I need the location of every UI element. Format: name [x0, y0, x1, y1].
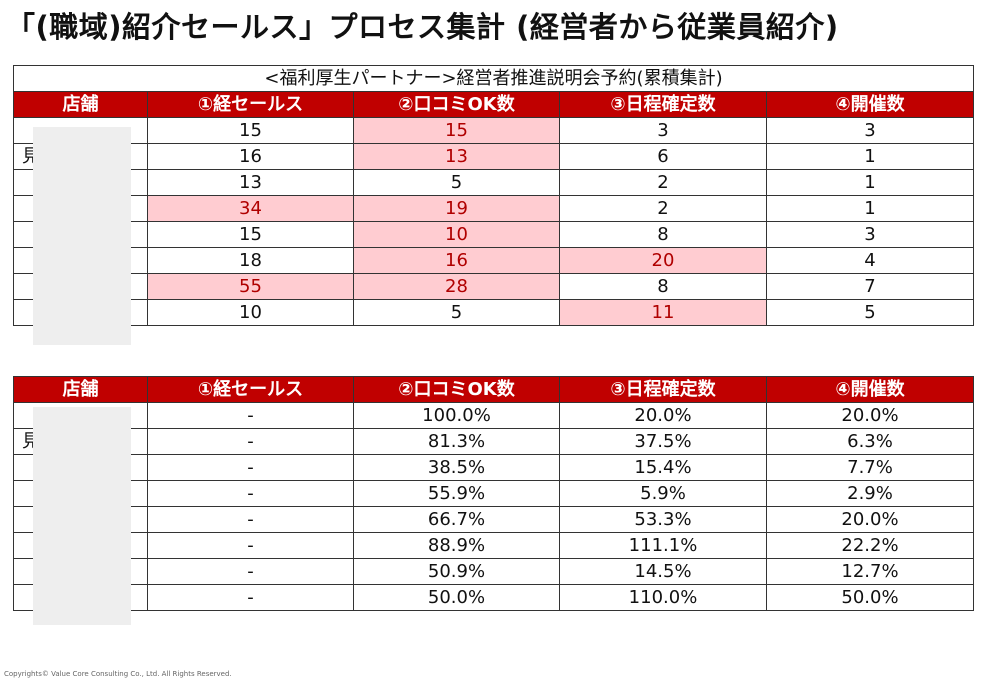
table-caption: <福利厚生パートナー>経営者推進説明会予約(累積集計)	[13, 65, 974, 92]
sales-cell: 15	[147, 117, 354, 144]
sales-cell: -	[147, 584, 354, 611]
schedule-cell: 20.0%	[559, 402, 767, 429]
held-cell: 20.0%	[766, 402, 974, 429]
referral-ok-cell: 100.0%	[353, 402, 560, 429]
sales-cell: 55	[147, 273, 354, 300]
sales-cell: -	[147, 532, 354, 559]
table-row: 13 5 2 1	[13, 169, 974, 196]
table-header-row: 店舗 ①経セールス ②口コミOK数 ③日程確定数 ④開催数	[13, 376, 974, 403]
page-title: 「(職域)紹介セールス」プロセス集計 (経営者から従業員紹介)	[6, 10, 839, 44]
cumulative-table: <福利厚生パートナー>経営者推進説明会予約(累積集計) 店舗 ①経セールス ②口…	[13, 65, 974, 326]
schedule-cell: 37.5%	[559, 428, 767, 455]
table-row: 34 19 2 1	[13, 195, 974, 222]
schedule-cell: 14.5%	[559, 558, 767, 585]
header-sales: ①経セールス	[147, 376, 354, 403]
referral-ok-cell: 88.9%	[353, 532, 560, 559]
sales-cell: 18	[147, 247, 354, 274]
sales-cell: 16	[147, 143, 354, 170]
held-cell: 4	[766, 247, 974, 274]
rate-table: 店舗 ①経セールス ②口コミOK数 ③日程確定数 ④開催数 - 100.0% 2…	[13, 376, 974, 611]
schedule-cell: 5.9%	[559, 480, 767, 507]
referral-ok-cell: 55.9%	[353, 480, 560, 507]
table-row: 15 15 3 3	[13, 117, 974, 144]
held-cell: 7.7%	[766, 454, 974, 481]
held-cell: 22.2%	[766, 532, 974, 559]
table-row: - 88.9% 111.1% 22.2%	[13, 532, 974, 559]
schedule-cell: 8	[559, 221, 767, 248]
sales-cell: -	[147, 480, 354, 507]
table-row: 15 10 8 3	[13, 221, 974, 248]
held-cell: 50.0%	[766, 584, 974, 611]
held-cell: 3	[766, 117, 974, 144]
schedule-cell: 8	[559, 273, 767, 300]
schedule-cell: 20	[559, 247, 767, 274]
referral-ok-cell: 50.9%	[353, 558, 560, 585]
held-cell: 7	[766, 273, 974, 300]
held-cell: 2.9%	[766, 480, 974, 507]
referral-ok-cell: 19	[353, 195, 560, 222]
schedule-cell: 2	[559, 169, 767, 196]
referral-ok-cell: 38.5%	[353, 454, 560, 481]
referral-ok-cell: 15	[353, 117, 560, 144]
sales-cell: 13	[147, 169, 354, 196]
header-held: ④開催数	[766, 91, 974, 118]
table-row: 55 28 8 7	[13, 273, 974, 300]
referral-ok-cell: 10	[353, 221, 560, 248]
referral-ok-cell: 5	[353, 169, 560, 196]
held-cell: 1	[766, 143, 974, 170]
header-store: 店舗	[13, 91, 148, 118]
table-row: - 38.5% 15.4% 7.7%	[13, 454, 974, 481]
held-cell: 12.7%	[766, 558, 974, 585]
held-cell: 1	[766, 169, 974, 196]
held-cell: 6.3%	[766, 428, 974, 455]
sales-cell: -	[147, 454, 354, 481]
schedule-cell: 11	[559, 299, 767, 326]
table-row: - 50.0% 110.0% 50.0%	[13, 584, 974, 611]
sales-cell: -	[147, 506, 354, 533]
table-row: 見 16 13 6 1	[13, 143, 974, 170]
header-schedule-confirmed: ③日程確定数	[559, 91, 767, 118]
referral-ok-cell: 81.3%	[353, 428, 560, 455]
sales-cell: -	[147, 402, 354, 429]
referral-ok-cell: 66.7%	[353, 506, 560, 533]
held-cell: 1	[766, 195, 974, 222]
held-cell: 20.0%	[766, 506, 974, 533]
copyright-footer: Copyrights© Value Core Consulting Co., L…	[4, 670, 232, 678]
redacted-store-names-2	[33, 407, 131, 625]
table-header-row: 店舗 ①経セールス ②口コミOK数 ③日程確定数 ④開催数	[13, 91, 974, 118]
table-row: 見 - 81.3% 37.5% 6.3%	[13, 428, 974, 455]
table-row: - 100.0% 20.0% 20.0%	[13, 402, 974, 429]
sales-cell: 15	[147, 221, 354, 248]
referral-ok-cell: 13	[353, 143, 560, 170]
schedule-cell: 111.1%	[559, 532, 767, 559]
sales-cell: 10	[147, 299, 354, 326]
held-cell: 5	[766, 299, 974, 326]
schedule-cell: 110.0%	[559, 584, 767, 611]
header-held: ④開催数	[766, 376, 974, 403]
referral-ok-cell: 5	[353, 299, 560, 326]
held-cell: 3	[766, 221, 974, 248]
schedule-cell: 2	[559, 195, 767, 222]
header-schedule-confirmed: ③日程確定数	[559, 376, 767, 403]
header-referral-ok: ②口コミOK数	[353, 91, 560, 118]
table-row: - 50.9% 14.5% 12.7%	[13, 558, 974, 585]
sales-cell: 34	[147, 195, 354, 222]
referral-ok-cell: 16	[353, 247, 560, 274]
referral-ok-cell: 50.0%	[353, 584, 560, 611]
schedule-cell: 3	[559, 117, 767, 144]
schedule-cell: 6	[559, 143, 767, 170]
referral-ok-cell: 28	[353, 273, 560, 300]
sales-cell: -	[147, 428, 354, 455]
header-sales: ①経セールス	[147, 91, 354, 118]
schedule-cell: 53.3%	[559, 506, 767, 533]
header-referral-ok: ②口コミOK数	[353, 376, 560, 403]
table-row: - 66.7% 53.3% 20.0%	[13, 506, 974, 533]
table-row: 18 16 20 4	[13, 247, 974, 274]
header-store: 店舗	[13, 376, 148, 403]
table-row: 10 5 11 5	[13, 299, 974, 326]
redacted-store-names-1	[33, 127, 131, 345]
sales-cell: -	[147, 558, 354, 585]
table-row: - 55.9% 5.9% 2.9%	[13, 480, 974, 507]
schedule-cell: 15.4%	[559, 454, 767, 481]
